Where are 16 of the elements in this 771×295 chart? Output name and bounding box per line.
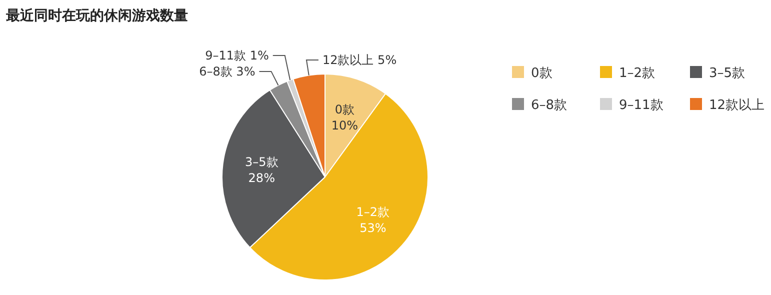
category-label: 9–11款 1% [205, 48, 269, 62]
category-label: 12款以上 5% [322, 53, 397, 68]
legend-label: 9–11款 [619, 98, 664, 113]
slice-label: 1–2款 [356, 205, 390, 220]
legend-label: 0款 [531, 66, 552, 81]
legend-label: 3–5款 [709, 66, 746, 81]
text: 最近同时在玩的休闲游戏数量 [5, 7, 188, 24]
legend-label: 12款以上 [709, 98, 765, 113]
slice-label: 0款 [334, 102, 355, 116]
data-label: 28% [248, 170, 275, 185]
slice-label: 3–5款 [245, 154, 278, 169]
legend-label: 6–8款 [531, 98, 568, 113]
category-label: 6–8款 3% [199, 64, 256, 78]
legend-label: 1–2款 [619, 66, 656, 81]
data-label: 53% [360, 221, 386, 236]
data-label: 10% [331, 118, 358, 132]
